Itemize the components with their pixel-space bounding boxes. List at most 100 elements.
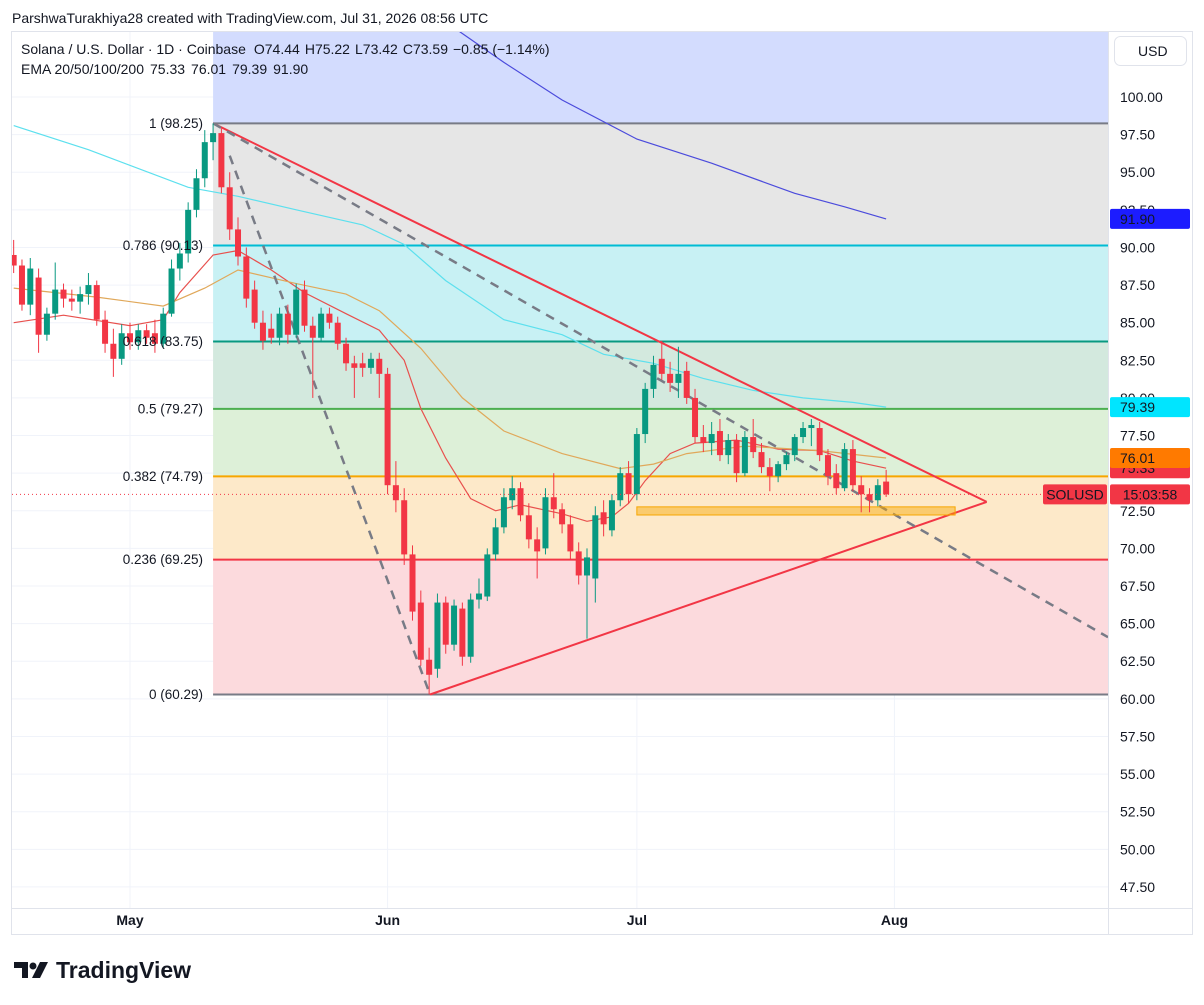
candle-body (334, 322, 341, 344)
candle-body (883, 481, 890, 495)
y-tick-label: 82.50 (1120, 352, 1155, 368)
y-tick-label: 55.00 (1120, 766, 1155, 782)
candle-body (874, 485, 881, 501)
candle-body (143, 330, 150, 338)
ema-value-box (1110, 447, 1190, 468)
ema-value-box (1110, 208, 1190, 229)
candle-body (367, 358, 374, 368)
candle-body (426, 659, 433, 675)
ohlc-value: 73.59 (413, 41, 448, 57)
ohlc-key: C (403, 41, 413, 57)
symbol-box (1043, 484, 1107, 505)
candle-body (559, 509, 566, 525)
candle-body (52, 289, 59, 314)
y-tick-label: 90.00 (1120, 239, 1155, 255)
candle-body (766, 467, 773, 477)
fib-label: 1 (98.25) (149, 116, 203, 131)
candle-body (617, 473, 624, 501)
trendline (429, 500, 988, 696)
ema-line (13, 269, 887, 470)
candle-body (542, 497, 549, 549)
logo-text[interactable]: TradingView (56, 957, 191, 983)
candle-body (176, 253, 183, 269)
ohlc-value: 74.44 (265, 41, 300, 57)
candle-body (658, 358, 665, 374)
x-tick-label: Jun (375, 912, 400, 928)
candle-body (841, 449, 848, 489)
candle-body (642, 388, 649, 435)
candle-body (833, 473, 840, 489)
candle-body (783, 455, 790, 465)
y-tick-label: 60.00 (1120, 691, 1155, 707)
logo-mark (32, 962, 48, 978)
y-tick-label: 100.00 (1120, 89, 1163, 105)
fib-zone (213, 123, 1108, 246)
ema-value-label: 76.01 (1120, 450, 1155, 466)
candle-body (741, 437, 748, 474)
candle-body (85, 285, 92, 295)
candle-body (451, 605, 458, 645)
candle-body (434, 602, 441, 669)
ema-value-label: 91.90 (1120, 211, 1155, 227)
candle-body (467, 599, 474, 657)
candle-body (27, 268, 34, 305)
y-tick-label: 50.00 (1120, 841, 1155, 857)
currency-box[interactable] (1114, 36, 1187, 66)
y-tick-label: 70.00 (1120, 540, 1155, 556)
y-tick-label: 85.00 (1120, 315, 1155, 331)
ema-value-label: 79.39 (1120, 399, 1155, 415)
candle-body (168, 268, 175, 314)
ohlc-value: 75.22 (315, 41, 350, 57)
candle-body (492, 527, 499, 555)
fib-label: 0.5 (79.27) (138, 401, 203, 416)
y-tick-label: 47.50 (1120, 879, 1155, 895)
y-tick-label: 97.50 (1120, 127, 1155, 143)
candle-body (459, 608, 466, 657)
countdown-label: 15:03:58 (1123, 486, 1178, 502)
candle-body (18, 265, 25, 305)
candle-body (517, 488, 524, 516)
candle-body (12, 254, 17, 266)
candle-body (816, 428, 823, 456)
candle-body (376, 358, 383, 374)
candle-body (102, 319, 109, 344)
ohlc-key: O (254, 41, 265, 57)
candle-body (392, 485, 399, 501)
chart-title: Solana / U.S. Dollar · 1D · Coinbase (21, 41, 246, 57)
candle-body (226, 187, 233, 230)
candle-body (318, 313, 325, 338)
candle-body (193, 178, 200, 210)
candle-body (201, 142, 208, 179)
candle-body (77, 294, 84, 302)
fib-label: 0.618 (83.75) (123, 334, 203, 349)
fib-zone (213, 245, 1108, 342)
fib-label: 0.236 (69.25) (123, 552, 203, 567)
candle-body (43, 313, 50, 335)
candle-body (359, 363, 366, 368)
candle-body (700, 437, 707, 444)
candle-body (210, 133, 217, 143)
fib-zone (213, 476, 1108, 560)
candle-body (650, 364, 657, 389)
candle-body (633, 434, 640, 495)
candle-body (791, 437, 798, 456)
x-tick-label: Jul (627, 912, 647, 928)
candle-body (235, 229, 242, 257)
candle-body (126, 333, 133, 343)
candle-body (716, 431, 723, 456)
candle-body (683, 370, 690, 398)
currency: USD (1138, 43, 1168, 59)
candle-body (500, 497, 507, 528)
ema-legend-value: 91.90 (273, 61, 308, 77)
candle-body (251, 289, 258, 323)
ema-line (13, 125, 887, 408)
candle-body (584, 557, 591, 576)
candle-body (301, 289, 308, 326)
candle-body (60, 289, 67, 299)
candle-body (866, 494, 873, 501)
candle-body (525, 515, 532, 540)
fib-zone (213, 559, 1108, 695)
candle-body (243, 256, 250, 299)
candle-body (708, 434, 715, 444)
